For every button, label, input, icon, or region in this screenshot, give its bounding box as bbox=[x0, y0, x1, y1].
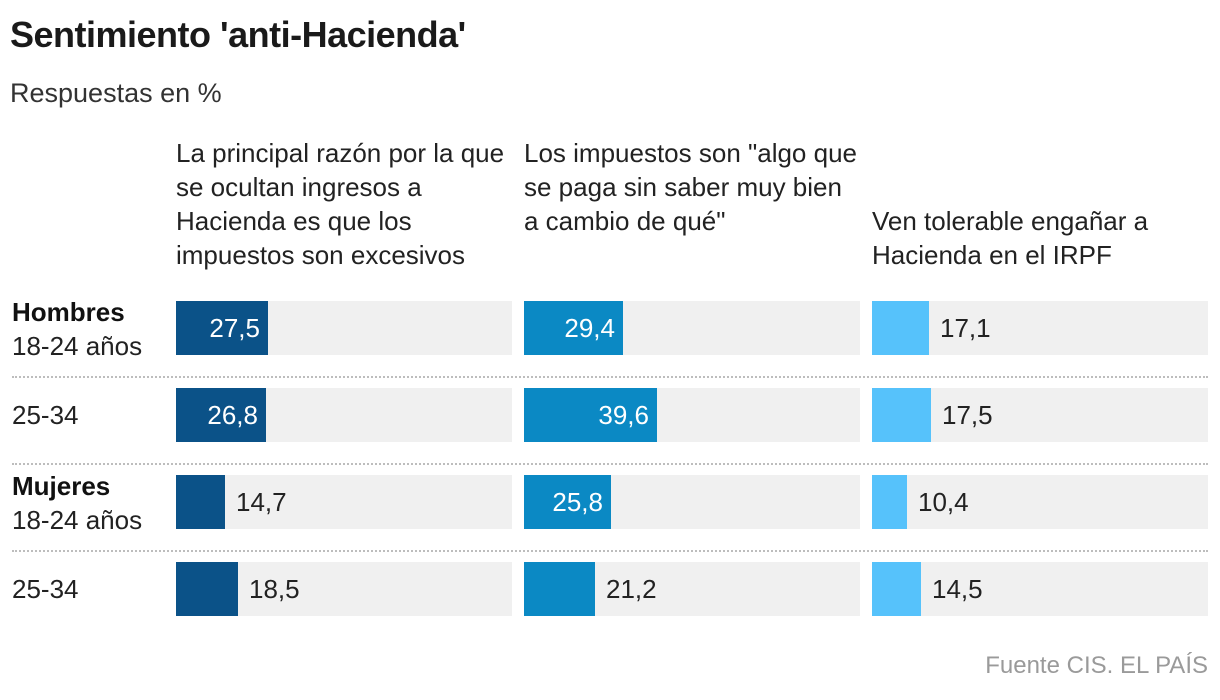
row-group-label: Mujeres bbox=[12, 471, 111, 501]
bar bbox=[176, 388, 266, 442]
bar-track: 14,7 bbox=[176, 475, 512, 529]
row-label: Hombres 18-24 años bbox=[12, 295, 142, 363]
column-header-3: Ven tolerable engañar a Hacienda en el I… bbox=[872, 206, 1149, 270]
row-age-label: 25-34 bbox=[12, 400, 79, 430]
bar-value-label: 25,8 bbox=[552, 487, 603, 517]
bar-track: 21,2 bbox=[524, 562, 860, 616]
bar-track: 10,4 bbox=[872, 475, 1208, 529]
bar-value-label: 27,5 bbox=[209, 313, 260, 343]
row-separator bbox=[12, 550, 1208, 552]
bar-value-label: 17,1 bbox=[940, 313, 991, 343]
bar-value-label: 17,5 bbox=[942, 400, 993, 430]
bar-track: 25,8 bbox=[524, 475, 860, 529]
row-label: 25-34 bbox=[12, 398, 79, 432]
bar-value-label: 10,4 bbox=[918, 487, 969, 517]
chart-title: Sentimiento 'anti-Hacienda' bbox=[10, 14, 466, 55]
row-label: 25-34 bbox=[12, 572, 79, 606]
bar bbox=[524, 475, 611, 529]
bar-value-label: 26,8 bbox=[207, 400, 258, 430]
bar-value-label: 18,5 bbox=[249, 574, 300, 604]
bar bbox=[872, 301, 929, 355]
bar-value-label: 21,2 bbox=[606, 574, 657, 604]
bar bbox=[176, 301, 268, 355]
bar bbox=[176, 475, 225, 529]
row-age-label: 18-24 años bbox=[12, 331, 143, 361]
row-separator bbox=[12, 376, 1208, 378]
bar bbox=[524, 301, 623, 355]
bar-value-label: 14,7 bbox=[236, 487, 287, 517]
bar-value-label: 29,4 bbox=[564, 313, 615, 343]
bar-value-label: 39,6 bbox=[598, 400, 649, 430]
bar bbox=[524, 388, 657, 442]
bar bbox=[872, 388, 931, 442]
bar bbox=[872, 562, 921, 616]
row-group-label: Hombres bbox=[12, 297, 125, 327]
bar-track: 17,1 bbox=[872, 301, 1208, 355]
row-label: Mujeres 18-24 años bbox=[12, 469, 142, 537]
bar-value-label: 14,5 bbox=[932, 574, 983, 604]
column-header-1: La principal razón por la que se ocultan… bbox=[176, 138, 505, 270]
chart-subtitle: Respuestas en % bbox=[10, 78, 222, 108]
bar bbox=[176, 562, 238, 616]
bar-track: 18,5 bbox=[176, 562, 512, 616]
source-note: Fuente CIS. EL PAÍS bbox=[985, 652, 1208, 679]
bar-track: 17,5 bbox=[872, 388, 1208, 442]
bar-track: 39,6 bbox=[524, 388, 860, 442]
bar-track: 14,5 bbox=[872, 562, 1208, 616]
row-age-label: 18-24 años bbox=[12, 505, 143, 535]
bar bbox=[872, 475, 907, 529]
row-separator bbox=[12, 463, 1208, 465]
bar-track: 29,4 bbox=[524, 301, 860, 355]
column-header-2: Los impuestos son "algo que se paga sin … bbox=[524, 138, 857, 236]
bar-track: 26,8 bbox=[176, 388, 512, 442]
bar-track: 27,5 bbox=[176, 301, 512, 355]
row-age-label: 25-34 bbox=[12, 574, 79, 604]
bar bbox=[524, 562, 595, 616]
